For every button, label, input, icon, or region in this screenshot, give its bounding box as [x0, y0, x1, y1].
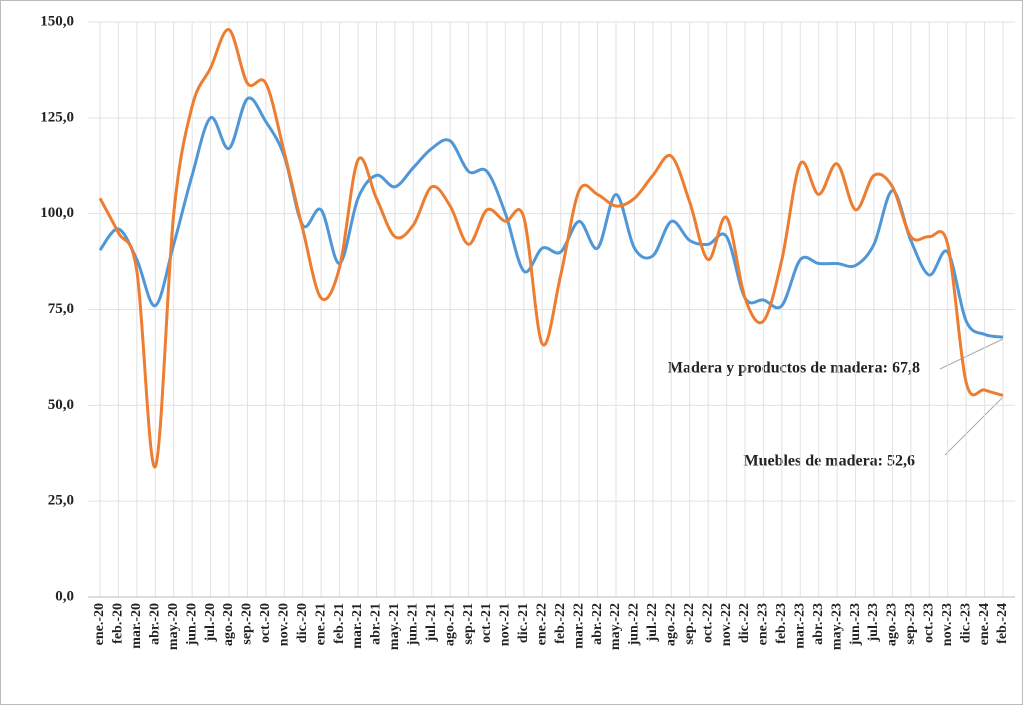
x-tick-label: may.-22 [608, 603, 623, 650]
x-tick-label: jul.-23 [866, 603, 881, 643]
x-tick-label: feb.-21 [332, 603, 347, 644]
x-tick-label: jun.-21 [406, 603, 421, 646]
x-tick-label: jul.-20 [203, 603, 218, 643]
x-tick-label: jun.-20 [184, 603, 199, 646]
x-tick-label: mar.-21 [350, 603, 365, 649]
x-tick-label: mar.-20 [129, 603, 144, 649]
x-tick-label: ene.-22 [535, 603, 550, 645]
leader-line [939, 338, 1004, 370]
x-tick-label: ene.-23 [756, 603, 771, 645]
x-tick-label: may.-21 [387, 603, 402, 650]
x-tick-label: ago.-22 [664, 603, 679, 646]
x-tick-label: oct.-20 [258, 603, 273, 643]
annotation: Madera y productos de madera: 67,8 [668, 360, 920, 377]
y-tick-label: 0,0 [55, 588, 74, 604]
x-tick-label: jul.-21 [424, 603, 439, 643]
y-tick-label: 125,0 [40, 109, 74, 125]
x-tick-label: sep.-23 [903, 603, 918, 645]
x-tick-label: dic.-22 [737, 603, 752, 643]
x-tick-label: feb.-23 [774, 603, 789, 644]
y-tick-label: 100,0 [40, 205, 74, 221]
x-tick-label: ene.-21 [313, 603, 328, 645]
annotation: Muebles de madera: 52,6 [743, 453, 915, 470]
x-tick-label: feb.-22 [553, 603, 568, 644]
x-tick-label: ene.-24 [977, 603, 992, 645]
x-tick-label: may.-23 [829, 603, 844, 650]
x-tick-label: sep.-20 [240, 603, 255, 645]
x-tick-label: dic.-23 [958, 603, 973, 643]
x-tick-label: abr.-22 [590, 603, 605, 645]
x-tick-label: feb.-20 [111, 603, 126, 644]
x-tick-label: ago.-23 [885, 603, 900, 646]
x-tick-label: abr.-23 [811, 603, 826, 645]
y-tick-label: 25,0 [48, 493, 74, 509]
x-tick-label: oct.-21 [479, 603, 494, 643]
x-tick-label: nov.-20 [277, 603, 292, 646]
x-tick-label: jul.-22 [645, 603, 660, 643]
x-tick-label: mar.-22 [571, 603, 586, 649]
x-tick-label: sep.-21 [461, 603, 476, 645]
x-tick-label: sep.-22 [682, 603, 697, 645]
x-tick-label: oct.-22 [700, 603, 715, 643]
y-tick-label: 150,0 [40, 13, 74, 29]
x-tick-label: dic.-20 [295, 603, 310, 643]
y-tick-label: 50,0 [48, 397, 74, 413]
series-line [98, 96, 1004, 339]
x-tick-label: oct.-23 [922, 603, 937, 643]
series-line [98, 28, 1004, 469]
x-tick-label: ene.-20 [92, 603, 107, 645]
x-tick-label: abr.-21 [369, 603, 384, 645]
x-tick-label: jun.-22 [627, 603, 642, 646]
x-tick-label: ago.-20 [221, 603, 236, 646]
x-tick-label: abr.-20 [148, 603, 163, 645]
x-tick-label: may.-20 [166, 603, 181, 650]
x-tick-label: nov.-23 [940, 603, 955, 646]
x-tick-label: jun.-23 [848, 603, 863, 646]
x-tick-label: ago.-21 [442, 603, 457, 646]
y-tick-label: 75,0 [48, 301, 74, 317]
x-tick-label: mar.-23 [793, 603, 808, 649]
x-tick-label: nov.-21 [498, 603, 513, 646]
x-tick-label: nov.-22 [719, 603, 734, 646]
x-tick-label: feb.-24 [995, 603, 1010, 644]
x-tick-label: dic.-21 [516, 603, 531, 643]
leader-line [944, 396, 1004, 456]
